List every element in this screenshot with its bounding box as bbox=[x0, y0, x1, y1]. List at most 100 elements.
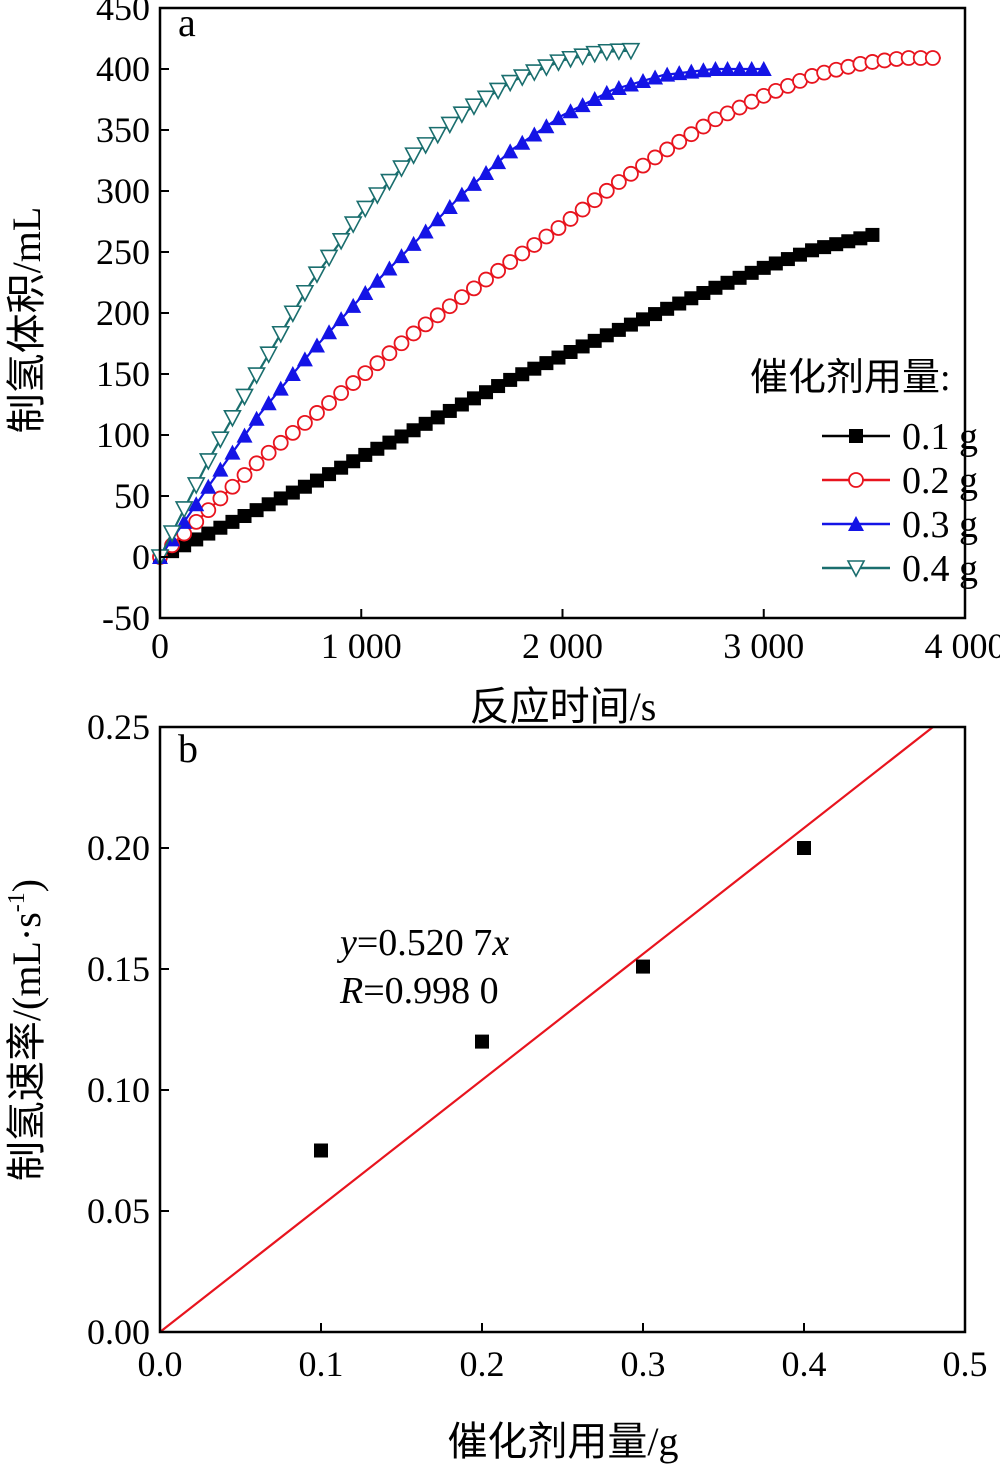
y-tick-label: 100 bbox=[96, 415, 150, 455]
legend-label: 0.2 g bbox=[902, 460, 978, 502]
chart-b: 0.0 0.1 0.2 0.3 0.4 0.5 0.000.050.100.150.200… bbox=[4, 707, 988, 1464]
data-point bbox=[405, 235, 422, 251]
data-point bbox=[225, 514, 240, 529]
data-point bbox=[355, 200, 375, 219]
data-point bbox=[174, 501, 194, 519]
y-tick-label: 300 bbox=[96, 171, 150, 211]
data-point bbox=[285, 485, 300, 500]
data-point bbox=[345, 297, 362, 313]
data-point bbox=[792, 247, 807, 262]
data-point bbox=[331, 232, 351, 251]
data-point bbox=[550, 110, 567, 126]
data-point bbox=[597, 43, 617, 62]
x-tick-label: 2 000 bbox=[522, 626, 603, 666]
x-tick-label: 0.1 bbox=[299, 1344, 344, 1384]
data-point bbox=[417, 223, 434, 239]
data-point bbox=[538, 228, 555, 245]
data-point bbox=[224, 478, 241, 495]
data-point bbox=[475, 1034, 489, 1049]
data-point bbox=[200, 478, 217, 494]
data-point bbox=[284, 424, 301, 441]
data-point bbox=[635, 157, 651, 174]
y-tick-label: 0.15 bbox=[87, 949, 150, 989]
legend-entry: 0.1 g bbox=[822, 416, 978, 458]
data-point bbox=[768, 256, 783, 271]
data-point bbox=[562, 211, 579, 227]
data-point bbox=[491, 379, 506, 394]
data-point bbox=[381, 260, 398, 276]
data-point bbox=[454, 397, 469, 412]
data-point bbox=[247, 367, 266, 385]
data-point bbox=[490, 262, 507, 279]
y-tick-label: 150 bbox=[96, 354, 150, 394]
data-point bbox=[272, 434, 289, 451]
data-point bbox=[599, 328, 614, 343]
chart-b-fit-equation-coefficient: =0.520 7 bbox=[357, 922, 492, 964]
chart-a-panel-label: a bbox=[178, 0, 196, 45]
legend-entry: 0.4 g bbox=[822, 548, 978, 590]
data-point bbox=[453, 289, 470, 306]
data-point bbox=[478, 164, 495, 180]
data-point bbox=[611, 322, 626, 337]
chart-a-y-axis-title: 制氢体积/mL bbox=[4, 207, 49, 434]
series-0.2g bbox=[152, 50, 941, 565]
data-point bbox=[478, 271, 494, 288]
data-point bbox=[636, 312, 650, 327]
data-point bbox=[805, 243, 820, 258]
data-point bbox=[309, 405, 325, 421]
y-tick-label: -50 bbox=[102, 598, 150, 638]
data-point bbox=[538, 118, 555, 134]
data-point bbox=[731, 61, 748, 76]
series-0.4g bbox=[150, 42, 641, 567]
x-tick-label: 3 000 bbox=[723, 626, 804, 666]
chart-b-x-axis-title: 催化剂用量/g bbox=[447, 1419, 678, 1464]
data-point bbox=[720, 275, 735, 290]
series-0.3g bbox=[152, 61, 772, 564]
data-point bbox=[647, 149, 663, 166]
data-point bbox=[465, 175, 482, 191]
data-point bbox=[237, 509, 252, 524]
data-point bbox=[549, 54, 568, 72]
data-point bbox=[248, 410, 265, 426]
data-point bbox=[381, 345, 398, 362]
data-point bbox=[260, 395, 277, 411]
data-point bbox=[512, 69, 532, 87]
data-point bbox=[539, 356, 554, 371]
data-point bbox=[198, 453, 218, 471]
data-point bbox=[575, 339, 590, 354]
data-point bbox=[537, 59, 556, 77]
data-point bbox=[659, 141, 676, 158]
y-tick-label: 400 bbox=[96, 49, 150, 89]
data-point bbox=[865, 227, 880, 242]
data-point bbox=[780, 252, 795, 267]
chart-b-y-axis-title: 制氢速率/(mL·s-1) bbox=[4, 879, 49, 1181]
data-point bbox=[358, 447, 373, 462]
chart-a-legend-title: 催化剂用量: bbox=[750, 357, 951, 399]
y-tick-label: 0 bbox=[132, 537, 150, 577]
chart-b-fit-equation-x: x bbox=[491, 922, 509, 964]
data-point bbox=[393, 248, 410, 264]
data-point bbox=[295, 284, 315, 303]
data-point bbox=[223, 409, 242, 428]
data-point bbox=[684, 291, 699, 306]
chart-b-y-axis-title-superscript: -1 bbox=[4, 892, 30, 912]
y-tick-label: 450 bbox=[96, 0, 150, 28]
series-0.1g bbox=[153, 227, 880, 564]
legend-entry: 0.3 g bbox=[822, 504, 978, 546]
data-point bbox=[321, 395, 337, 411]
data-point bbox=[236, 467, 253, 483]
data-point bbox=[273, 491, 288, 506]
data-point bbox=[186, 477, 206, 495]
data-point bbox=[176, 513, 193, 529]
data-point bbox=[297, 479, 312, 494]
data-point bbox=[696, 285, 711, 300]
data-point bbox=[404, 147, 423, 165]
data-point bbox=[744, 265, 759, 280]
chart-b-x-ticks: 0.0 0.1 0.2 0.3 0.4 0.5 bbox=[138, 1323, 988, 1384]
chart-a-y-ticks: -50 0 50 100 150 200 250 300 350 400 450 bbox=[96, 0, 169, 638]
x-tick-label: 0.2 bbox=[460, 1344, 505, 1384]
data-point bbox=[272, 380, 289, 396]
data-point bbox=[585, 45, 605, 64]
data-point bbox=[708, 280, 723, 295]
